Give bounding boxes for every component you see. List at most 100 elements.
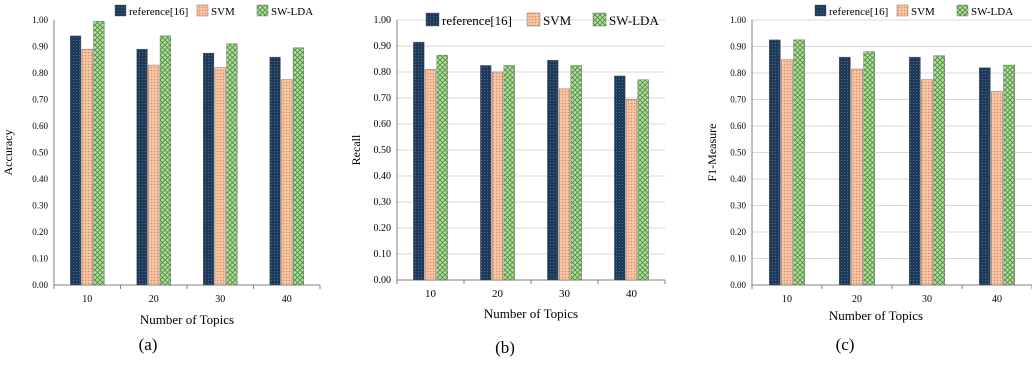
- bar-reference-16--20: [480, 65, 492, 281]
- y-axis-title: Accuracy: [1, 130, 15, 176]
- bar-sw-lda-20: [159, 35, 171, 286]
- chart-panel-3: 0.00 0.10 0.20 0.30 0.40 0.50 0.60 0.70 0.80 0.90…: [705, 4, 1032, 354]
- y-tick-label: 0.90: [730, 42, 746, 52]
- y-tick-label: 0.60: [32, 121, 48, 131]
- y-tick-label: 0.80: [730, 68, 746, 78]
- y-tick-label: 0.50: [730, 148, 746, 158]
- x-tick-label: 20: [492, 288, 504, 300]
- y-tick-label: 0.70: [374, 93, 392, 104]
- bar-svm-40: [991, 91, 1003, 286]
- y-tick-label: 0.10: [32, 254, 48, 264]
- legend-label: reference[16]: [442, 13, 512, 28]
- panel-caption: (c): [836, 335, 855, 354]
- panel-caption: (b): [495, 338, 515, 357]
- y-tick-label: 1.00: [374, 15, 392, 26]
- bar-sw-lda-10: [436, 54, 448, 281]
- legend-swatch: [526, 12, 541, 27]
- bar-sw-lda-30: [570, 65, 582, 281]
- bar-svm-20: [148, 64, 160, 286]
- legend-swatch: [114, 4, 127, 17]
- y-tick-label: 0.00: [374, 275, 392, 286]
- y-tick-label: 0.70: [32, 95, 48, 105]
- x-tick-label: 30: [559, 288, 571, 300]
- y-tick-label: 0.40: [374, 171, 392, 182]
- bar-svm-30: [558, 88, 571, 281]
- bar-svm-10: [781, 59, 793, 286]
- bar-sw-lda-40: [292, 47, 304, 286]
- legend-label: reference[16]: [129, 6, 188, 18]
- bar-svm-10: [424, 69, 437, 281]
- legend: reference[16] SVM SW-LDA: [425, 12, 659, 28]
- legend-label: SVM: [211, 6, 235, 18]
- y-axis-title: Recall: [349, 134, 363, 165]
- legend: reference[16] SVM SW-LDA: [814, 4, 1013, 18]
- x-tick-label: 20: [852, 294, 862, 305]
- legend-swatch: [256, 4, 269, 17]
- legend-swatch: [196, 4, 209, 17]
- bar-reference-16--30: [547, 60, 559, 281]
- y-tick-label: 0.40: [730, 174, 746, 184]
- y-tick-label: 0.50: [32, 148, 48, 158]
- legend-label: SVM: [543, 13, 572, 28]
- y-tick-label: 0.90: [32, 42, 48, 52]
- legend-label: SVM: [911, 6, 935, 18]
- y-tick-label: 0.30: [730, 201, 746, 211]
- bar-sw-lda-40: [637, 79, 649, 281]
- y-tick-label: 0.00: [730, 280, 746, 290]
- x-tick-label: 10: [82, 294, 92, 305]
- x-tick-label: 40: [626, 288, 638, 300]
- bar-reference-16--40: [614, 75, 626, 281]
- bar-reference-16--40: [269, 56, 281, 286]
- bar-svm-10: [81, 48, 93, 286]
- bar-sw-lda-10: [793, 39, 805, 286]
- y-tick-label: 0.20: [374, 223, 392, 234]
- chart-panel-2: 0.00 0.10 0.20 0.30 0.40 0.50 0.60 0.70 0.80 0.90…: [349, 12, 666, 357]
- x-tick-label: 20: [149, 294, 159, 305]
- legend-swatch: [592, 12, 607, 27]
- legend-swatch: [896, 4, 909, 17]
- y-tick-label: 0.00: [32, 280, 48, 290]
- bar-reference-16--10: [769, 39, 781, 286]
- y-tick-label: 0.90: [374, 41, 392, 52]
- y-tick-label: 1.00: [32, 15, 48, 25]
- x-tick-label: 40: [992, 294, 1002, 305]
- bar-reference-16--40: [979, 67, 991, 286]
- y-axis-title: F1-Measure: [705, 124, 719, 182]
- x-tick-label: 10: [425, 288, 437, 300]
- legend: reference[16] SVM SW-LDA: [114, 4, 313, 18]
- legend-swatch: [425, 12, 440, 27]
- y-tick-label: 0.50: [374, 145, 392, 156]
- y-tick-label: 0.20: [730, 227, 746, 237]
- x-axis-title: Number of Topics: [140, 312, 234, 327]
- x-axis-title: Number of Topics: [484, 306, 578, 321]
- bar-reference-16--20: [136, 48, 148, 286]
- bar-reference-16--20: [839, 56, 851, 286]
- legend-swatch: [956, 4, 969, 17]
- bar-sw-lda-20: [863, 51, 875, 286]
- bar-sw-lda-40: [1003, 64, 1015, 286]
- bar-sw-lda-30: [226, 43, 238, 286]
- legend-label: SW-LDA: [271, 6, 313, 18]
- legend-label: SW-LDA: [971, 6, 1013, 18]
- legend-label: SW-LDA: [609, 13, 659, 28]
- bar-reference-16--10: [413, 41, 425, 281]
- bar-reference-16--30: [909, 56, 921, 286]
- bar-reference-16--30: [203, 52, 215, 286]
- y-tick-label: 0.60: [730, 121, 746, 131]
- x-axis-title: Number of Topics: [829, 308, 923, 323]
- y-tick-label: 0.60: [374, 119, 392, 130]
- bar-reference-16--10: [70, 35, 82, 286]
- chart-panel-1: 0.00 0.10 0.20 0.30 0.40 0.50 0.60 0.70 0.80 0.90…: [1, 4, 321, 354]
- panel-caption: (a): [139, 335, 158, 354]
- legend-label: reference[16]: [829, 6, 888, 18]
- bar-svm-30: [214, 67, 226, 286]
- legend-swatch: [814, 4, 827, 17]
- y-tick-label: 0.10: [374, 249, 392, 260]
- x-tick-label: 30: [922, 294, 932, 305]
- bar-sw-lda-10: [93, 21, 105, 286]
- y-tick-label: 0.70: [730, 95, 746, 105]
- y-tick-label: 1.00: [730, 15, 746, 25]
- bar-svm-40: [281, 79, 293, 286]
- bar-svm-40: [625, 99, 638, 281]
